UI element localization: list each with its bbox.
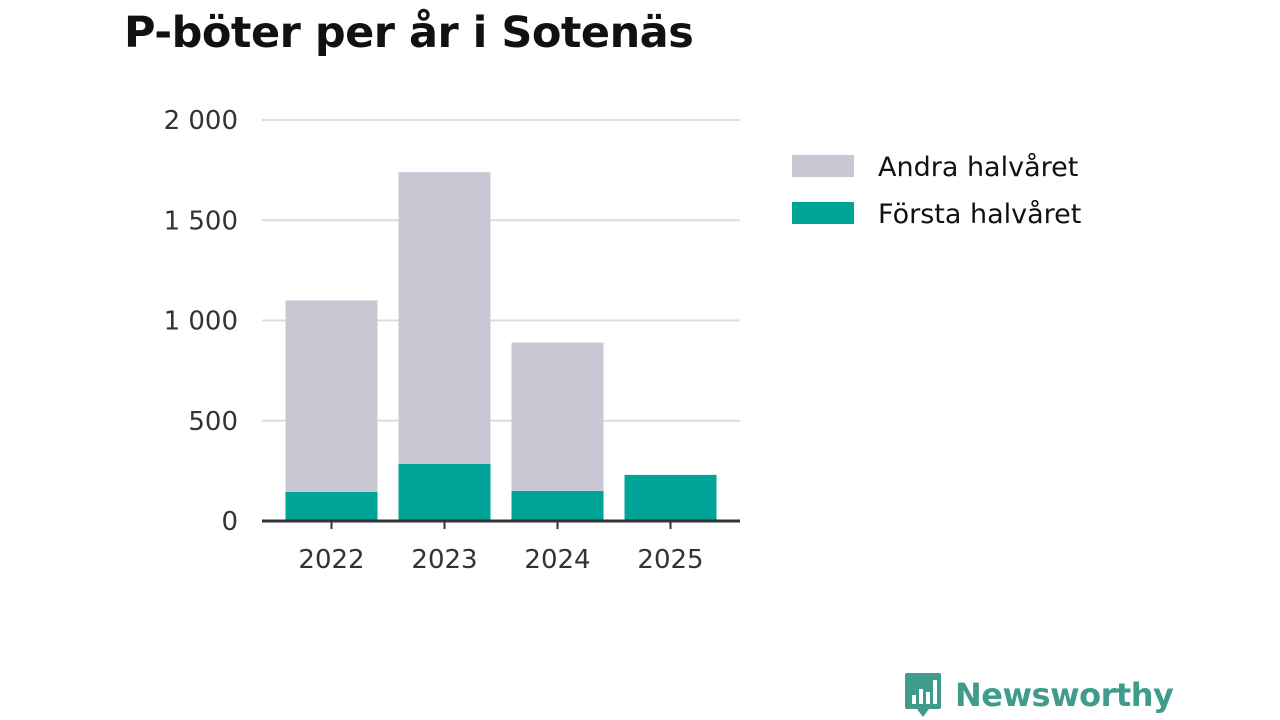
legend-swatch [792,155,854,177]
bar-2024-series-0 [511,490,604,521]
bar-2022-series-0 [285,491,378,521]
bar-2024-series-1 [511,342,604,491]
stacked-bar-chart: 0 500 1 000 1 500 2 000 2022 2023 2024 2025 And… [164,106,1082,575]
legend: Andra halvåret Första halvåret [792,152,1081,230]
legend-swatch [792,202,854,224]
chart-title: P-böter per år i Sotenäs [124,8,694,58]
bar-2023-series-0 [398,463,491,521]
bar-chart-logo-icon [905,673,941,717]
x-tick-label: 2024 [524,545,590,575]
brand-name: Newsworthy [955,676,1174,714]
y-axis-ticks: 0 500 1 000 1 500 2 000 [164,106,238,537]
bar-2023-series-1 [398,172,491,464]
y-tick-label: 500 [188,407,238,437]
legend-label: Första halvåret [878,199,1081,230]
y-tick-label: 0 [221,507,238,537]
y-tick-label: 1 000 [164,307,238,337]
x-tick-label: 2023 [411,545,477,575]
bar-2025-series-0 [624,474,717,521]
bars [285,172,717,521]
x-tick-label: 2022 [298,545,364,575]
bar-2022-series-1 [285,300,378,492]
y-tick-label: 2 000 [164,106,238,136]
x-tick-label: 2025 [637,545,703,575]
legend-label: Andra halvåret [878,152,1078,183]
newsworthy-logo: Newsworthy [903,671,1174,719]
y-tick-label: 1 500 [164,206,238,236]
x-axis-ticks: 2022 2023 2024 2025 [298,521,704,575]
